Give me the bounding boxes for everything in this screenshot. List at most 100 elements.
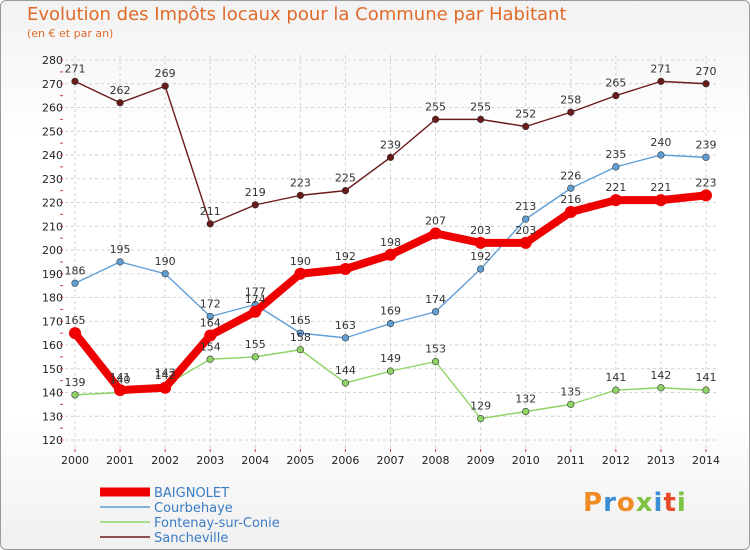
data-label-baignolet: 190 — [290, 255, 311, 268]
data-point-courbehaye — [296, 329, 304, 337]
data-point-courbehaye — [567, 184, 575, 192]
x-tick-label: 2000 — [61, 454, 89, 467]
data-label-courbehaye: 239 — [696, 138, 717, 151]
data-label-fontenay-sur-conie: 135 — [560, 385, 581, 398]
x-tick-label: 2009 — [467, 454, 495, 467]
data-label-courbehaye: 195 — [110, 243, 131, 256]
data-point-fontenay-sur-conie — [567, 400, 575, 408]
data-point-baignolet — [249, 305, 262, 318]
data-label-courbehaye: 235 — [605, 148, 626, 161]
data-label-sancheville: 258 — [560, 93, 581, 106]
data-point-courbehaye — [477, 265, 485, 273]
data-point-courbehaye — [657, 151, 665, 159]
data-point-fontenay-sur-conie — [251, 353, 259, 361]
y-tick-label: 190 — [42, 268, 63, 281]
data-label-fontenay-sur-conie: 154 — [200, 340, 221, 353]
data-label-baignolet: 142 — [155, 369, 176, 382]
data-label-fontenay-sur-conie: 139 — [65, 376, 86, 389]
data-label-courbehaye: 169 — [380, 305, 401, 318]
data-label-sancheville: 239 — [380, 138, 401, 151]
data-point-baignolet — [474, 236, 487, 249]
y-tick-label: 200 — [42, 244, 63, 257]
data-label-courbehaye: 174 — [425, 293, 446, 306]
data-point-baignolet — [159, 381, 172, 394]
y-tick-label: 210 — [42, 220, 63, 233]
logo-letter: r — [603, 488, 617, 518]
data-label-fontenay-sur-conie: 153 — [425, 343, 446, 356]
data-point-sancheville — [657, 77, 665, 85]
data-point-courbehaye — [71, 279, 79, 287]
data-point-baignolet — [294, 267, 307, 280]
data-point-sancheville — [71, 77, 79, 85]
y-tick-label: 170 — [42, 315, 63, 328]
y-tick-label: 270 — [42, 78, 63, 91]
data-point-courbehaye — [702, 153, 710, 161]
legend: BAIGNOLETCourbehayeFontenay-sur-ConieSan… — [100, 486, 280, 546]
data-labels: 271 262 269 211 219 223 225 239 255 255 252 258 265 2… — [65, 62, 717, 412]
data-label-sancheville: 211 — [200, 205, 221, 218]
data-point-fontenay-sur-conie — [296, 346, 304, 354]
legend-label-sancheville: Sancheville — [154, 531, 228, 546]
data-label-baignolet: 141 — [110, 371, 131, 384]
data-label-courbehaye: 177 — [245, 286, 266, 299]
x-tick-label: 2004 — [241, 454, 269, 467]
y-axis: 120 130 140 150 160 170 180 190 200 210 220 230 240 2… — [42, 54, 63, 447]
data-label-baignolet: 165 — [65, 314, 86, 327]
data-point-baignolet — [69, 327, 81, 340]
logo-letter: P — [583, 488, 604, 518]
data-label-courbehaye: 213 — [515, 200, 536, 213]
x-tick-label: 2003 — [196, 454, 224, 467]
data-point-courbehaye — [341, 334, 350, 342]
data-point-fontenay-sur-conie — [702, 386, 710, 394]
data-label-sancheville: 271 — [65, 62, 86, 75]
data-label-fontenay-sur-conie: 158 — [290, 331, 311, 344]
logo-letter: t — [663, 488, 677, 518]
chart-title: Evolution des Impôts locaux pour la Comm… — [27, 4, 567, 25]
legend-label-fontenay-sur-conie: Fontenay-sur-Conie — [154, 516, 280, 531]
data-label-sancheville: 265 — [605, 77, 626, 90]
data-point-sancheville — [522, 122, 530, 131]
data-point-sancheville — [612, 92, 620, 100]
data-label-courbehaye: 165 — [290, 314, 311, 327]
data-label-baignolet: 207 — [425, 214, 446, 227]
data-label-courbehaye: 186 — [65, 264, 86, 277]
data-label-baignolet: 223 — [696, 176, 717, 189]
x-tick-label: 2012 — [602, 454, 630, 467]
x-tick-label: 2001 — [106, 454, 134, 467]
data-label-baignolet: 192 — [335, 250, 356, 263]
data-point-fontenay-sur-conie — [431, 358, 440, 366]
data-label-baignolet: 174 — [245, 293, 266, 306]
data-point-courbehaye — [522, 215, 530, 223]
data-point-baignolet — [204, 329, 217, 342]
data-point-baignolet — [384, 248, 397, 261]
data-point-sancheville — [116, 99, 124, 107]
data-point-baignolet — [339, 263, 352, 275]
data-point-fontenay-sur-conie — [71, 391, 79, 399]
x-tick-label: 2013 — [647, 454, 675, 467]
data-point-sancheville — [206, 220, 214, 228]
data-point-baignolet — [114, 384, 127, 397]
data-point-baignolet — [654, 194, 667, 207]
data-point-fontenay-sur-conie — [341, 379, 350, 387]
logo-letter: i — [653, 488, 664, 518]
y-tick-label: 150 — [42, 363, 63, 376]
data-label-sancheville: 225 — [335, 172, 356, 185]
x-tick-label: 2008 — [422, 454, 450, 467]
data-label-courbehaye: 240 — [650, 136, 671, 149]
data-point-sancheville — [567, 108, 575, 116]
data-point-baignolet — [519, 236, 532, 249]
data-point-baignolet — [564, 206, 577, 218]
data-label-baignolet: 164 — [200, 317, 221, 330]
data-label-sancheville: 252 — [515, 108, 536, 121]
data-point-baignolet — [429, 227, 442, 240]
data-point-courbehaye — [116, 258, 124, 266]
data-label-sancheville: 262 — [110, 84, 131, 97]
legend-label-baignolet: BAIGNOLET — [154, 486, 229, 501]
data-label-fontenay-sur-conie: 155 — [245, 338, 266, 351]
data-label-baignolet: 216 — [560, 193, 581, 206]
data-label-fontenay-sur-conie: 143 — [155, 366, 176, 379]
x-tick-label: 2006 — [331, 454, 359, 467]
data-point-sancheville — [341, 187, 350, 195]
